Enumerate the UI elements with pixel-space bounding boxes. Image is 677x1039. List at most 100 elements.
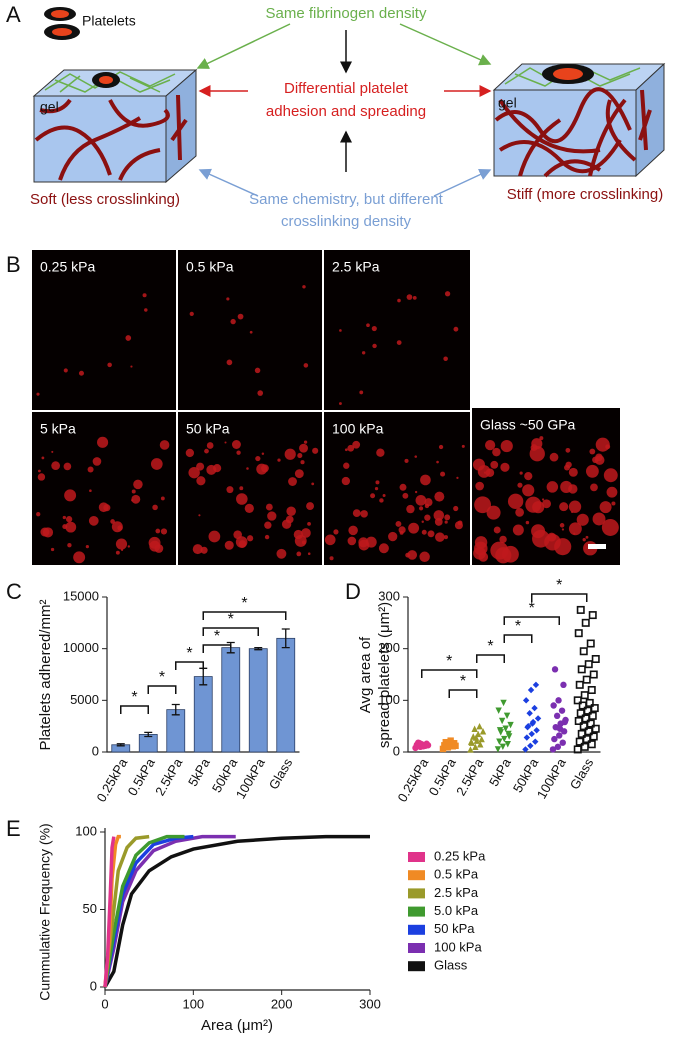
y-tick-label: 5000 (70, 692, 99, 707)
platelet-dot (293, 529, 303, 540)
platelet-dot (87, 466, 94, 473)
legend-swatch (408, 924, 425, 935)
data-point (555, 697, 562, 704)
platelet-dot (51, 450, 54, 453)
soft-gel (32, 68, 198, 184)
platelet-dot (244, 503, 254, 513)
data-point (502, 725, 509, 732)
data-point (472, 743, 479, 751)
platelet-dot (267, 511, 277, 521)
platelet-dot (568, 522, 582, 536)
legend-label: 0.25 kPa (434, 848, 486, 863)
platelet-dot (246, 467, 249, 470)
legend-swatch (408, 870, 425, 881)
platelet-dot (97, 436, 109, 448)
platelet-dot (192, 544, 203, 555)
platelet-dot (427, 530, 435, 538)
stiff-gel (492, 62, 666, 178)
platelet-dot (565, 447, 571, 453)
platelet-dot (561, 528, 565, 531)
legend-swatch (408, 906, 425, 917)
y-axis-label: spread platelets (μm²) (376, 602, 393, 748)
legend-swatch (408, 961, 425, 972)
data-point (416, 740, 423, 747)
data-point (467, 738, 475, 745)
platelet-dot (408, 522, 420, 534)
micrograph (324, 250, 470, 410)
platelet-dot (286, 506, 296, 516)
platelet-dot (92, 457, 102, 466)
platelet-dot (188, 466, 200, 479)
data-point (478, 735, 485, 743)
bar (193, 676, 213, 753)
platelet-dot (42, 527, 54, 538)
data-point (495, 707, 502, 714)
y-tick-label: 300 (378, 588, 400, 603)
platelet-dot (344, 448, 348, 452)
data-point (524, 724, 531, 731)
platelet-dot (388, 531, 398, 542)
platelet-dot (457, 520, 463, 526)
platelet-dot (419, 551, 430, 562)
platelet-dot (62, 524, 68, 530)
significance-star: * (131, 689, 137, 706)
y-axis-label: Avg area of (357, 636, 374, 713)
legend-label: 50 kPa (434, 921, 475, 936)
diagram-text: crosslinking density (281, 213, 412, 230)
platelet-dot (576, 513, 589, 526)
platelet-dot (443, 535, 449, 540)
platelet-dot (500, 440, 513, 453)
platelet-dot (160, 528, 168, 535)
data-point (582, 675, 591, 684)
data-point (523, 734, 531, 741)
platelet-dot (142, 293, 147, 298)
platelet-dot (378, 543, 389, 554)
data-point (477, 741, 484, 748)
platelet-dot (382, 494, 386, 498)
data-point (558, 707, 566, 714)
platelet-dot (397, 298, 401, 303)
data-point (587, 740, 596, 749)
data-point (505, 730, 512, 738)
platelet-dot (65, 516, 73, 523)
platelet-dot (152, 504, 158, 511)
platelet-dot (111, 521, 123, 533)
platelet-dot (65, 521, 77, 533)
platelet-dot (208, 530, 221, 543)
platelet-dot (303, 363, 309, 368)
data-point (472, 734, 480, 741)
data-point (573, 696, 582, 705)
platelet-dot (277, 458, 281, 462)
platelet-dot (264, 534, 270, 540)
platelet-dot (414, 490, 418, 494)
platelet-dot (239, 486, 244, 491)
platelet-dot (85, 545, 89, 549)
platelet-dot (130, 365, 133, 368)
diagram-text: Same fibrinogen density (266, 5, 427, 22)
platelet-dot (348, 525, 358, 536)
platelet-dot (37, 473, 46, 481)
platelet-dot (257, 390, 264, 396)
platelet-dot (415, 494, 427, 506)
platelet-dot (237, 313, 244, 320)
data-point (556, 725, 564, 732)
significance-bracket (202, 627, 259, 636)
platelet-dot (226, 297, 230, 301)
data-point (559, 739, 566, 746)
platelet-dot (500, 462, 510, 472)
platelet-dot (36, 512, 41, 517)
platelet-dot (311, 482, 315, 486)
data-point (529, 720, 536, 727)
platelet-dot (544, 533, 561, 551)
data-point (589, 732, 598, 741)
platelet-dot (492, 447, 501, 457)
platelet-dot (443, 356, 448, 362)
y-tick-label: 100 (75, 823, 97, 838)
platelet-dot (424, 498, 433, 507)
significance-bracket (476, 654, 505, 663)
platelet-dot (64, 489, 77, 502)
data-point (585, 698, 594, 707)
platelet-dot (38, 469, 41, 473)
platelet-dot (341, 476, 351, 486)
platelet-dot (473, 546, 486, 560)
